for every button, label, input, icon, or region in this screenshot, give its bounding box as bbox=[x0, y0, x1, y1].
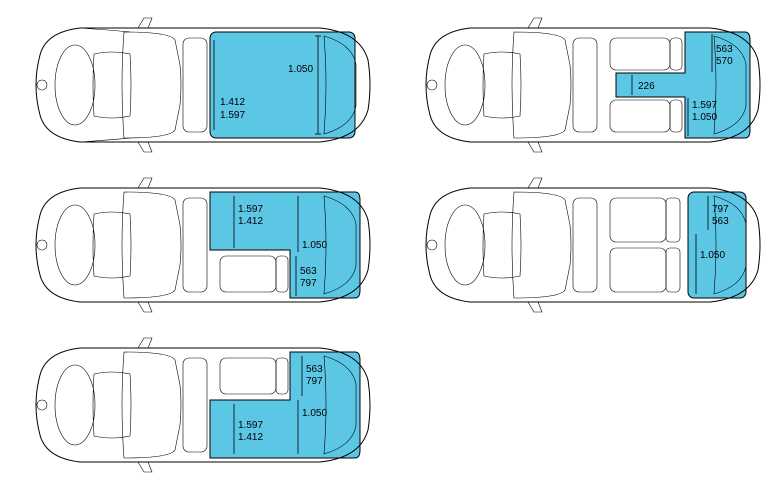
dim-length: 1.050 bbox=[302, 408, 327, 419]
cargo-area bbox=[210, 32, 355, 138]
config-E: 1.597 1.412 1.050 563 797 bbox=[20, 330, 380, 480]
dim-arch: 1.597 bbox=[238, 420, 263, 431]
cargo-area bbox=[210, 192, 360, 298]
dim-length: 1.050 bbox=[288, 64, 313, 75]
dim-n1: 563 bbox=[712, 216, 729, 227]
dim-n1: 563 bbox=[306, 364, 323, 375]
dim-arch-width: 1.597 bbox=[220, 110, 245, 121]
cargo-area bbox=[210, 352, 360, 458]
dim-arch: 1.597 bbox=[238, 204, 263, 215]
dim-n2: 797 bbox=[306, 376, 323, 387]
dim-n2: 797 bbox=[300, 278, 317, 289]
dim-inner: 1.412 bbox=[238, 216, 263, 227]
dim-side-left: 563 bbox=[716, 44, 733, 55]
dim-length: 1.050 bbox=[700, 250, 725, 261]
dim-length: 1.050 bbox=[692, 112, 717, 123]
dim-length: 1.050 bbox=[302, 240, 327, 251]
dim-inner: 1.412 bbox=[238, 432, 263, 443]
dim-side-right: 570 bbox=[716, 56, 733, 67]
config-C: 1.597 1.412 1.050 563 797 bbox=[20, 170, 380, 320]
config-B: 563 570 226 1.597 1.050 bbox=[410, 10, 770, 160]
dim-n1: 563 bbox=[300, 266, 317, 277]
config-D: 797 563 1.050 bbox=[410, 170, 770, 320]
dim-arch: 1.597 bbox=[692, 100, 717, 111]
dim-pass: 226 bbox=[638, 81, 655, 92]
dim-inner-width: 1.412 bbox=[220, 97, 245, 108]
diagram-grid: 1.050 1.412 1.597 bbox=[0, 0, 778, 500]
config-A: 1.050 1.412 1.597 bbox=[20, 10, 380, 160]
dim-n2: 797 bbox=[712, 204, 729, 215]
